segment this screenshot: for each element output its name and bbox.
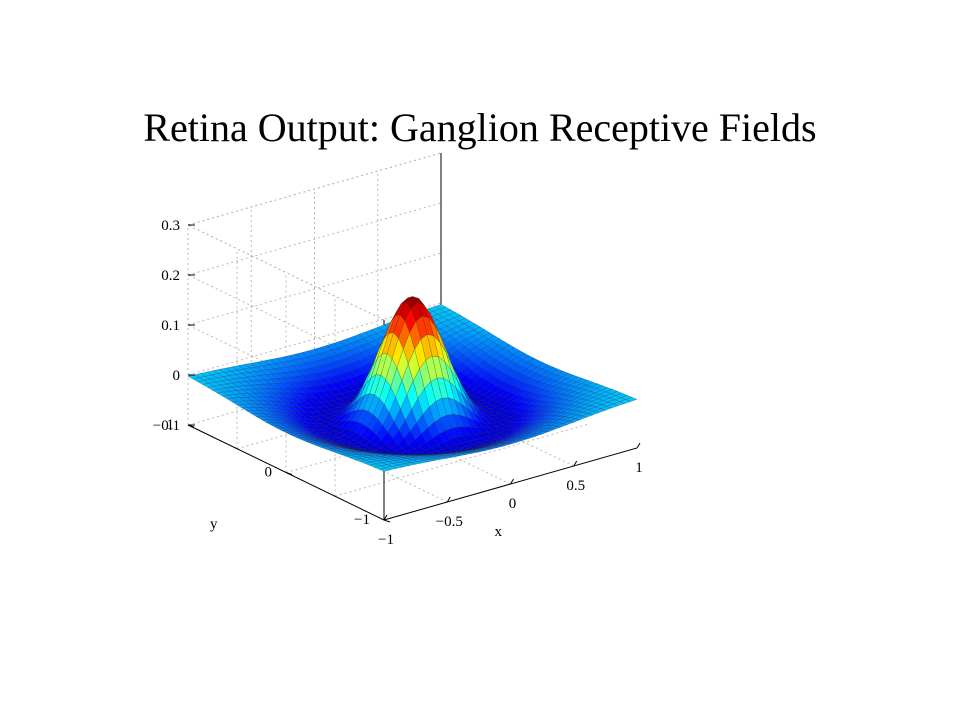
z-tick-label: 0.3	[161, 218, 180, 234]
axis-labels: x y	[210, 517, 503, 541]
x-tick-label: 0.5	[566, 478, 585, 494]
z-tick-label: −0.1	[153, 418, 180, 434]
y-tick-label: 1	[167, 417, 175, 433]
surface-patch	[378, 467, 391, 472]
x-axis-label: x	[495, 524, 503, 540]
y-tick-label: 0	[265, 465, 273, 481]
x-tick-label: 0	[509, 496, 517, 512]
x-tick-label: 1	[635, 460, 643, 476]
z-tick-label: 0.1	[161, 318, 180, 334]
x-tick-label: −0.5	[436, 514, 463, 530]
y-axis-label: y	[210, 517, 218, 533]
y-tick-label: −1	[354, 512, 370, 528]
z-tick-label: 0.2	[161, 268, 180, 284]
surface-mesh	[187, 296, 638, 472]
x-tick-label: −1	[378, 532, 394, 548]
z-tick-label: 0	[173, 368, 181, 384]
slide-title: Retina Output: Ganglion Receptive Fields	[143, 105, 817, 150]
tick-labels: −1−0.500.51−101−0.100.10.20.3	[153, 218, 643, 548]
axes-lines	[187, 224, 641, 523]
